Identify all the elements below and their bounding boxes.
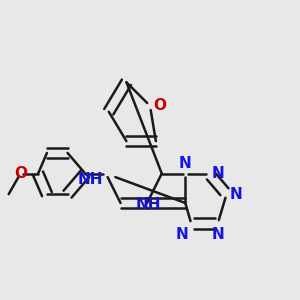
- Text: N: N: [230, 187, 242, 202]
- Text: NH: NH: [77, 172, 103, 187]
- Text: N: N: [179, 156, 192, 171]
- Text: N: N: [176, 226, 188, 242]
- Text: N: N: [212, 166, 225, 181]
- Text: NH: NH: [136, 197, 161, 212]
- Text: O: O: [153, 98, 166, 113]
- Text: N: N: [211, 226, 224, 242]
- Text: O: O: [14, 166, 27, 181]
